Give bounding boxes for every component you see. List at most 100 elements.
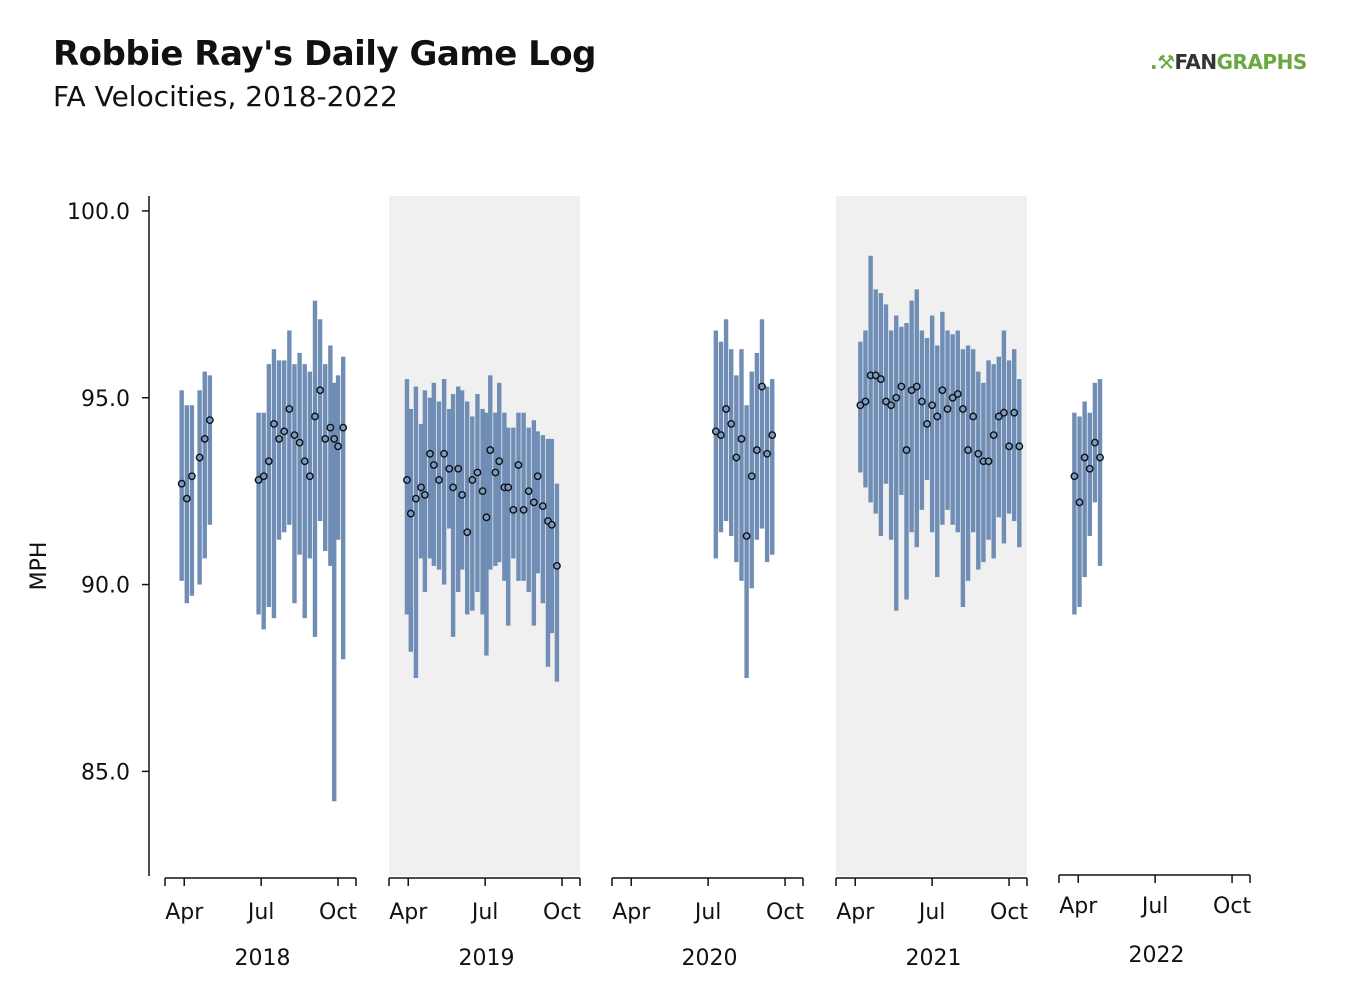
avg-point (504, 483, 513, 492)
avg-point (270, 420, 278, 428)
avg-point (300, 457, 309, 466)
range-bar (1087, 412, 1092, 536)
avg-point (1096, 453, 1104, 462)
avg-point (887, 401, 896, 410)
x-tick-label: Oct (1213, 894, 1251, 919)
avg-point (928, 401, 937, 410)
x-tick-label: Jul (1140, 894, 1169, 919)
range-bar (484, 412, 489, 656)
avg-point (435, 476, 443, 484)
avg-point (892, 393, 901, 402)
range-bar (493, 412, 498, 566)
avg-point (1085, 464, 1094, 473)
avg-point (482, 513, 491, 522)
x-tick-label: Oct (543, 900, 581, 925)
avg-point (463, 528, 472, 537)
avg-point (1080, 453, 1089, 462)
range-bar (256, 412, 261, 615)
range-bar (888, 330, 894, 540)
range-bar (317, 319, 323, 522)
avg-point (907, 386, 916, 395)
x-tick-label: Jul (917, 900, 946, 925)
avg-point (752, 446, 761, 454)
range-bar (899, 326, 904, 495)
avg-point (420, 491, 429, 499)
range-bar (287, 330, 292, 525)
avg-point (943, 405, 952, 413)
range-bar (282, 360, 287, 533)
range-bar (914, 289, 919, 548)
logo-text-graphs: GRAPHS (1216, 50, 1308, 74)
y-tick-label: 100.0 (67, 200, 130, 225)
range-bar (480, 408, 485, 615)
avg-point (553, 561, 561, 570)
range-bar (894, 315, 899, 611)
avg-point (519, 505, 528, 514)
avg-point (188, 472, 196, 481)
range-bar (276, 360, 282, 540)
avg-point (275, 434, 283, 443)
range-bar (335, 375, 341, 540)
range-bar (297, 352, 302, 555)
range-bar (965, 345, 971, 581)
range-bar (340, 356, 346, 660)
avg-point (959, 405, 967, 413)
range-bar (945, 330, 950, 510)
batter-logo-icon: .⚒ (1150, 50, 1175, 74)
range-bar (328, 345, 333, 566)
avg-point (321, 434, 330, 443)
range-bar (935, 345, 940, 578)
range-bar (1072, 412, 1077, 615)
avg-point (861, 397, 870, 406)
avg-point (486, 446, 495, 454)
avg-point (1010, 408, 1019, 417)
avg-point (440, 449, 449, 458)
avg-point (969, 412, 978, 421)
avg-point (763, 449, 772, 458)
avg-point (923, 420, 931, 428)
range-bar (883, 304, 889, 484)
range-bar (207, 375, 213, 525)
avg-point (948, 393, 957, 402)
range-bar (940, 311, 945, 525)
x-tick-label: Oct (990, 900, 1028, 925)
range-bar (202, 371, 207, 559)
range-bar (770, 379, 775, 555)
range-bar (488, 375, 493, 570)
avg-point (254, 476, 263, 484)
range-bar (1006, 360, 1012, 514)
avg-point (902, 446, 911, 454)
range-bar (713, 330, 719, 559)
range-bar (976, 371, 981, 570)
avg-point (339, 423, 348, 432)
x-tick-label: Jul (246, 900, 275, 925)
avg-point (876, 375, 885, 383)
avg-point (984, 457, 993, 466)
range-bar (197, 390, 202, 585)
avg-point (426, 449, 434, 458)
range-bar (955, 330, 960, 533)
range-bar (531, 420, 537, 626)
range-bar (502, 412, 507, 581)
avg-point (1090, 438, 1099, 447)
range-bar (1077, 416, 1082, 607)
range-bar (323, 364, 328, 551)
range-bar (292, 364, 297, 604)
range-bar (991, 364, 996, 559)
avg-point (917, 397, 926, 406)
range-bar (475, 394, 480, 593)
x-tick-label: Apr (836, 900, 875, 925)
range-bar (459, 390, 465, 570)
fangraphs-logo[interactable]: .⚒FANGRAPHS (1150, 50, 1307, 74)
avg-point (856, 401, 865, 410)
avg-point (403, 476, 411, 484)
avg-point (491, 468, 500, 477)
y-tick-label: 95.0 (81, 387, 130, 412)
range-bar (1011, 349, 1017, 522)
range-bar (332, 382, 337, 802)
shaded-panel-2021 (836, 196, 1027, 876)
range-bar (924, 337, 930, 480)
avg-point (473, 468, 482, 477)
avg-point (897, 382, 906, 391)
range-bar (511, 427, 516, 559)
